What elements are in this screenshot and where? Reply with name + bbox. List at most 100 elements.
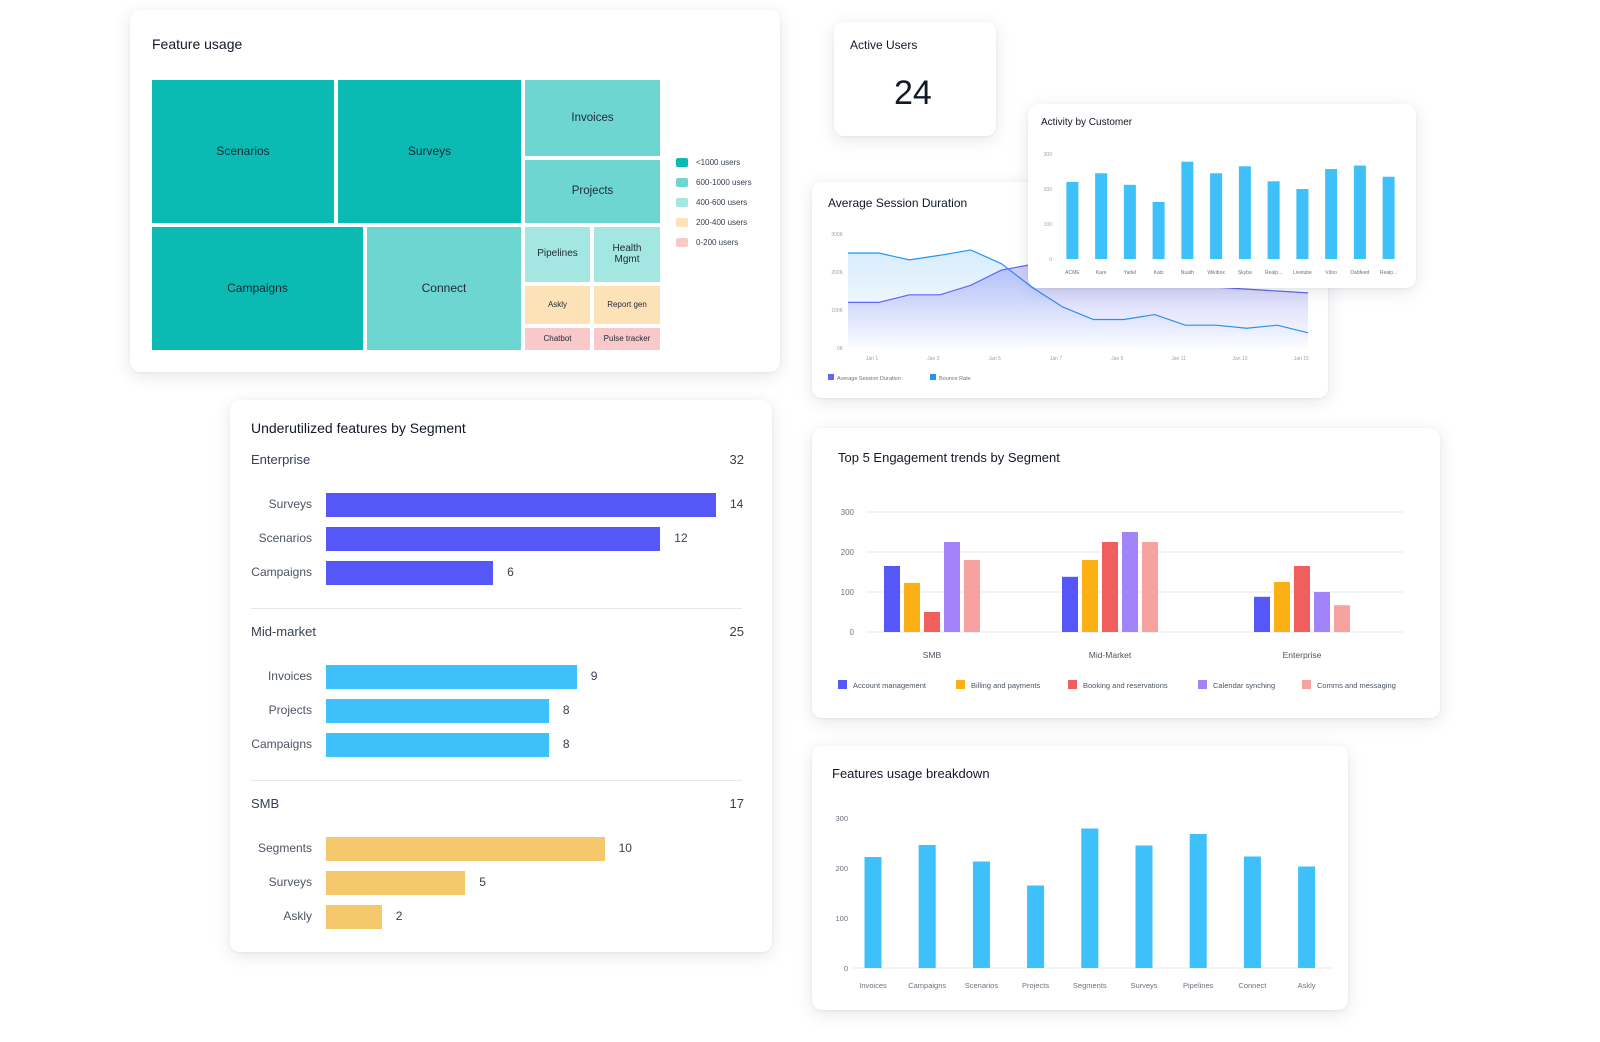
bar: [1095, 173, 1108, 259]
activity-chart: 0 100 200 300 ACME Kare Yadel Katz Nuath Wikibox S…: [1044, 152, 1398, 276]
bar: [1353, 165, 1366, 259]
legend-label: 400-600 users: [696, 198, 748, 207]
segment-divider: [251, 780, 742, 781]
x-tick-label: Pipelines: [1183, 981, 1214, 990]
treemap-cell-chatbot: Chatbot: [525, 328, 590, 350]
avg-session-chart: 0K 100K 200K 300K Jan 1 Jan 3 Jan 5 Jan 7 Jan 9 J…: [828, 232, 1309, 382]
bar: [326, 665, 577, 689]
legend-swatch: [956, 680, 965, 689]
legend-label: Account management: [853, 681, 927, 690]
bar-label: Invoices: [267, 669, 312, 683]
y-tick-label: 300: [841, 508, 855, 517]
legend-swatch: [1068, 680, 1077, 689]
y-tick-label: 300: [1044, 152, 1053, 158]
y-tick-label: 0: [850, 628, 855, 637]
legend-item: 600-1000 users: [676, 178, 752, 187]
treemap-cell-surveys: Surveys: [338, 80, 521, 223]
bar: [944, 542, 960, 632]
x-tick-label: Jan 15: [1294, 356, 1309, 362]
engagement-title: Top 5 Engagement trends by Segment: [838, 450, 1060, 465]
bar-label: Scenarios: [258, 531, 312, 545]
treemap-cell-health-mgmt: Health Mgmt: [594, 227, 660, 282]
bar: [1066, 182, 1079, 259]
treemap-cell-askly: Askly: [525, 286, 590, 324]
x-tick-label: Askly: [1298, 981, 1316, 990]
engagement-chart: 0 100 200 300 SMB Mid-Market Enterprise Account…: [838, 508, 1404, 690]
legend-label: Bounce Rate: [939, 376, 971, 382]
bar-value: 12: [674, 531, 688, 545]
bar: [326, 493, 716, 517]
x-tick-label: Campaigns: [908, 981, 946, 990]
bar: [1267, 181, 1280, 259]
y-tick-label: 100: [1044, 222, 1053, 228]
legend-label: 0-200 users: [696, 238, 739, 247]
legend-swatch: [676, 218, 688, 227]
x-tick-label: Jan 9: [1111, 356, 1123, 362]
legend-item: 400-600 users: [676, 198, 747, 207]
bar: [1296, 189, 1309, 259]
breakdown-chart: 0 100 200 300 Invoices Campaigns Scenarios Proj…: [835, 814, 1332, 990]
y-tick-label: 100: [835, 914, 848, 923]
treemap-cell-pipelines: Pipelines: [525, 227, 590, 282]
x-tick-label: Skyba: [1238, 270, 1252, 276]
bar: [1210, 173, 1223, 259]
x-tick-label: Invoices: [859, 981, 887, 990]
bar: [1382, 176, 1395, 259]
bar: [326, 733, 549, 757]
bar: [884, 566, 900, 632]
legend-item: <1000 users: [676, 158, 740, 167]
underutilized-card: Underutilized features by Segment Enterp…: [230, 400, 772, 952]
treemap: Scenarios Surveys Campaigns Connect Invoices…: [152, 80, 660, 350]
legend-label: Booking and reservations: [1083, 681, 1168, 690]
x-tick-label: Jan 1: [866, 356, 878, 362]
bar: [1027, 885, 1045, 968]
segment-divider: [251, 608, 742, 609]
x-tick-label: Livetube: [1293, 270, 1312, 276]
x-tick-label: Jan 7: [1050, 356, 1062, 362]
bar: [864, 857, 882, 968]
x-tick-label: Realp...: [1265, 270, 1282, 276]
treemap-cell-report-gen: Report gen: [594, 286, 660, 324]
active-users-card: Active Users 24: [834, 22, 996, 136]
bar: [1122, 532, 1138, 632]
y-tick-label: 0: [844, 964, 848, 973]
bar-label: Surveys: [268, 875, 312, 889]
legend-label: 200-400 users: [696, 218, 748, 227]
bar: [1062, 576, 1078, 632]
bar: [904, 582, 920, 632]
bar: [326, 699, 549, 723]
bar-label: Segments: [257, 841, 312, 855]
series-area: [848, 264, 1308, 348]
bar-value: 5: [479, 875, 486, 889]
treemap-cell-pulse-tracker: Pulse tracker: [594, 328, 660, 350]
bar-value: 9: [590, 669, 598, 683]
x-tick-label: Nuath: [1181, 270, 1195, 276]
legend-swatch: [1198, 680, 1207, 689]
bar-label: Askly: [283, 909, 312, 923]
legend-label: Average Session Duration: [837, 376, 901, 382]
bar: [1142, 542, 1158, 632]
bar: [1243, 856, 1261, 968]
legend-swatch: [676, 198, 688, 207]
bar: [972, 861, 990, 968]
bar-value: 14: [730, 497, 744, 511]
bar-label: Campaigns: [251, 737, 312, 751]
bar-value: 10: [618, 841, 632, 855]
treemap-legend: <1000 users 600-1000 users 400-600 users 20…: [676, 158, 776, 258]
legend-item: 0-200 users: [676, 238, 738, 247]
bar: [1189, 834, 1207, 968]
y-tick-label: 300: [835, 814, 848, 823]
x-tick-label: Projects: [1022, 981, 1049, 990]
bar: [1254, 596, 1270, 632]
breakdown-card: Features usage breakdown 0 100 200 300 Invoi…: [812, 746, 1348, 1010]
x-tick-label: Yadel: [1124, 270, 1136, 276]
bar: [1238, 166, 1251, 259]
treemap-cell-invoices: Invoices: [525, 80, 660, 156]
treemap-cell-campaigns: Campaigns: [152, 227, 363, 350]
bar: [326, 905, 382, 929]
avg-session-title: Average Session Duration: [828, 196, 968, 210]
segment-name: Enterprise: [251, 452, 311, 467]
x-tick-label: Segments: [1073, 981, 1107, 990]
bar: [326, 837, 605, 861]
bar-value: 8: [562, 703, 570, 717]
